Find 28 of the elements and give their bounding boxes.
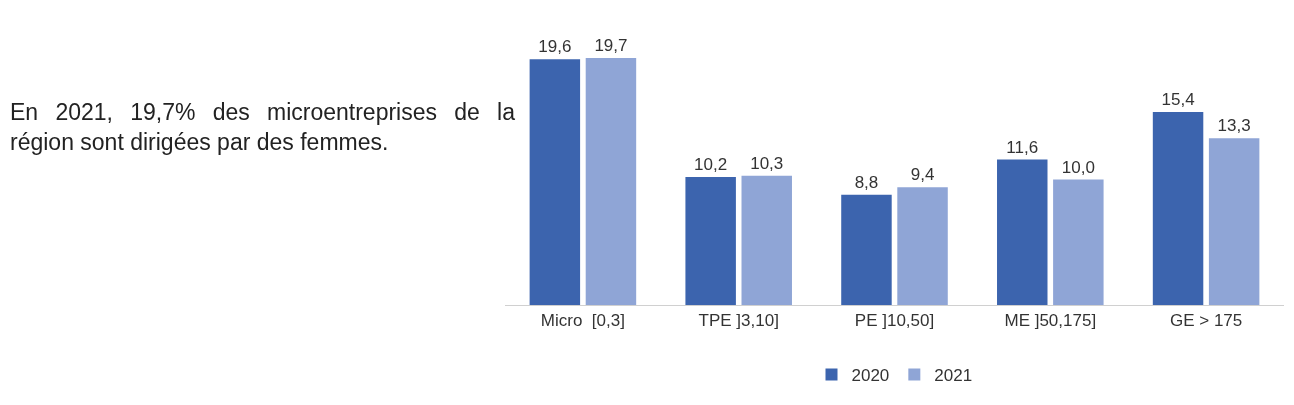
- bar: [1152, 111, 1204, 305]
- x-tick-label: PE ]10,50]: [854, 311, 935, 331]
- x-tick-label: GE > 175: [1169, 311, 1243, 331]
- data-label: 10,3: [750, 153, 784, 173]
- bar: [741, 175, 792, 305]
- data-label: 19,7: [594, 36, 628, 55]
- bar: [685, 177, 736, 305]
- data-label: 15,4: [1161, 89, 1195, 109]
- bar: [585, 58, 637, 305]
- data-label: 19,6: [538, 37, 572, 57]
- bar: [1208, 138, 1260, 305]
- bar: [529, 59, 581, 305]
- legend-label: 2021: [934, 366, 973, 386]
- data-label: 8,8: [854, 172, 879, 192]
- data-label: 13,3: [1217, 116, 1251, 136]
- data-label: 10,2: [694, 155, 728, 175]
- x-tick-label: Micro [0,3]: [540, 311, 625, 331]
- data-label: 11,6: [1006, 137, 1039, 157]
- bar: [841, 194, 892, 305]
- data-label: 10,0: [1061, 157, 1095, 177]
- legend-label: 2020: [851, 366, 890, 386]
- bar: [997, 159, 1048, 305]
- x-tick-label: TPE ]3,10]: [698, 311, 779, 331]
- x-tick-label: ME ]50,175]: [1004, 311, 1097, 331]
- annotation: En 2021, 19,7% des microentreprises de la région sont dirigées par des femmes.: [10, 98, 515, 157]
- bar: [897, 187, 948, 305]
- data-label: 9,4: [910, 165, 935, 185]
- bar: [1053, 179, 1104, 305]
